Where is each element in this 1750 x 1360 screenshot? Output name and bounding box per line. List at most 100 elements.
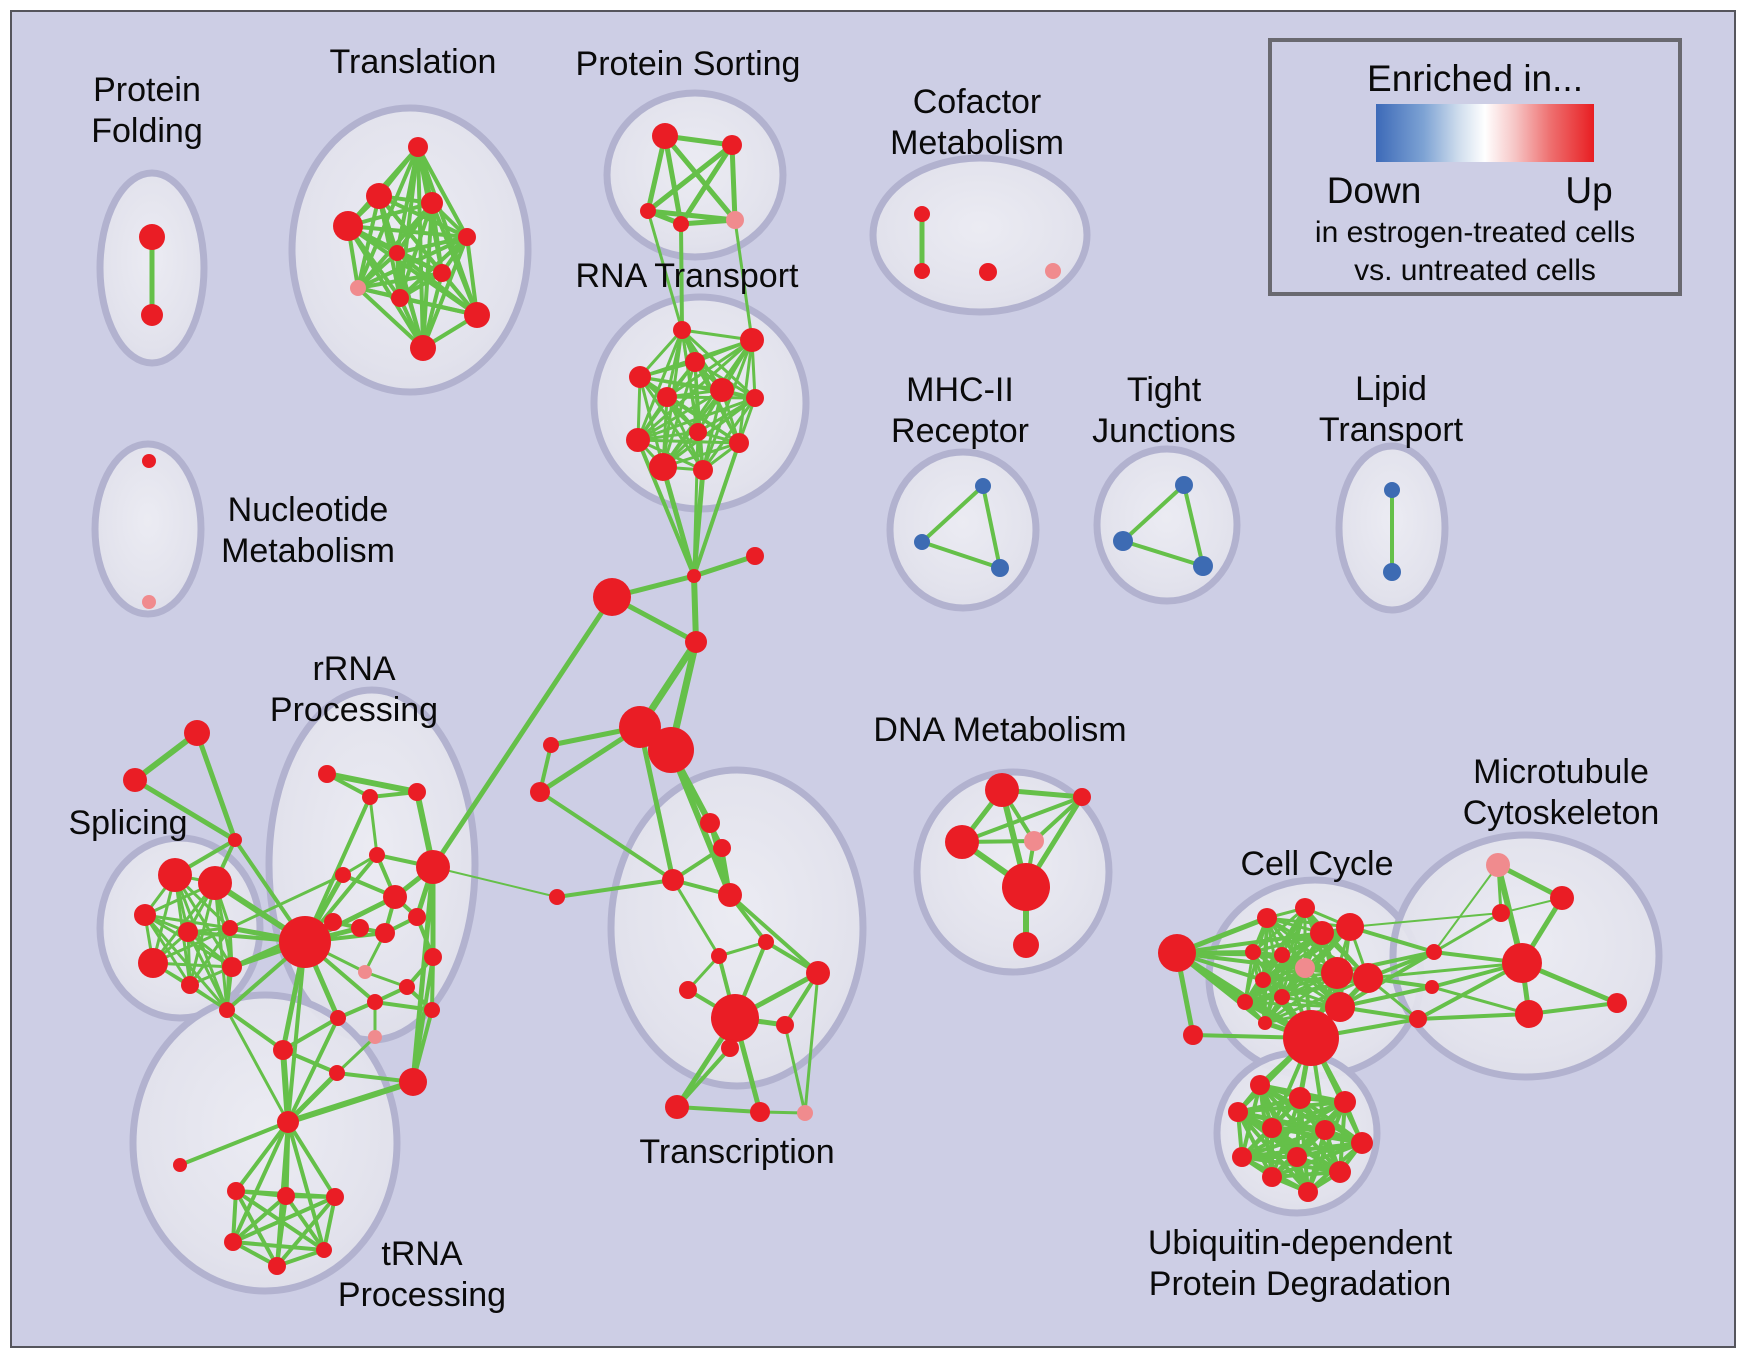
node-rt0 <box>673 321 691 339</box>
node-lb1 <box>530 782 550 802</box>
node-tx13 <box>797 1105 813 1121</box>
edge <box>275 1195 337 1268</box>
node-rt1 <box>740 328 764 352</box>
node-lt1 <box>1383 563 1401 581</box>
node-st1 <box>123 768 147 792</box>
node-tl0 <box>408 137 428 157</box>
node-ub7 <box>1287 1147 1307 1167</box>
node-tx6 <box>806 961 830 985</box>
edge <box>1175 931 1324 955</box>
node-rr6 <box>383 885 407 909</box>
edge <box>346 224 425 350</box>
edge <box>1121 539 1205 568</box>
node-sp5 <box>138 948 168 978</box>
cluster-label-lipid-transport: Lipid Transport <box>1319 370 1464 449</box>
edge <box>346 224 469 239</box>
node-mt5 <box>1607 993 1627 1013</box>
edge <box>1416 1012 1531 1021</box>
node-rt5 <box>710 378 734 402</box>
node-dm1 <box>1073 788 1091 806</box>
node-rt7 <box>689 423 707 441</box>
node-rr0 <box>318 765 336 783</box>
node-tr2 <box>326 1188 344 1206</box>
edge <box>322 1195 337 1252</box>
node-ub9 <box>1262 1167 1282 1187</box>
edge <box>678 142 735 227</box>
node-ub2 <box>1228 1102 1248 1122</box>
node-ps2 <box>640 203 656 219</box>
edge <box>410 864 436 1085</box>
node-rr14 <box>399 979 415 995</box>
edge <box>555 878 675 899</box>
edge <box>356 286 425 350</box>
node-sp7 <box>222 957 242 977</box>
node-ps3 <box>673 216 689 232</box>
edge <box>368 795 379 857</box>
node-sp3 <box>178 922 198 942</box>
cluster-label-microtubule-cytoskeleton: Microtubule Cytoskeleton <box>1463 753 1660 832</box>
edge <box>132 777 238 843</box>
edge <box>234 1120 290 1193</box>
edge <box>324 771 420 795</box>
node-sp0 <box>158 858 192 892</box>
node-sp4 <box>222 920 238 936</box>
edge <box>645 208 738 223</box>
edge <box>356 251 399 290</box>
node-tx1 <box>713 839 731 857</box>
edge <box>671 878 721 958</box>
edge <box>395 251 479 317</box>
cluster-label-protein-folding: Protein Folding <box>91 71 203 150</box>
node-mt2 <box>1492 904 1510 922</box>
cluster-labels: Protein Folding Translation Protein Sorting… <box>68 43 1659 1314</box>
edge <box>286 1120 326 1252</box>
edge <box>285 1070 340 1125</box>
node-pf1 <box>141 304 163 326</box>
node-rr21 <box>329 1065 345 1081</box>
edge <box>398 296 479 317</box>
node-cc4 <box>1245 944 1261 960</box>
edge <box>717 940 768 958</box>
node-mh2 <box>991 559 1009 577</box>
cluster-ellipse-cofactor-metabolism <box>869 154 1091 316</box>
edge <box>284 1194 326 1252</box>
node-tx2 <box>662 869 684 891</box>
node-nm0 <box>142 454 156 468</box>
node-mt4 <box>1515 1000 1543 1028</box>
edge <box>194 730 238 843</box>
edge <box>225 1008 285 1052</box>
edge <box>636 438 741 445</box>
edge <box>225 1008 290 1124</box>
legend-box: Enriched in... Down Up in estrogen-treat… <box>1268 38 1682 296</box>
edge <box>691 573 699 645</box>
node-tx12 <box>750 1102 770 1122</box>
node-rr8 <box>351 919 369 937</box>
node-ub6 <box>1232 1147 1252 1167</box>
node-rr19 <box>273 1040 293 1060</box>
edge <box>356 271 444 290</box>
node-mt3 <box>1502 943 1542 983</box>
node-sp1 <box>198 866 232 900</box>
node-rr15 <box>367 994 383 1010</box>
node-cc1 <box>1295 898 1315 918</box>
cluster-label-splicing: Splicing <box>68 804 187 842</box>
node-st0 <box>184 720 210 746</box>
node-tx5 <box>711 948 727 964</box>
node-cf0 <box>914 206 930 222</box>
node-tl8 <box>391 289 409 307</box>
node-tx10 <box>721 1039 739 1057</box>
edge <box>1263 976 1370 1025</box>
cluster-label-ubiquitin-degradation: Ubiquitin-dependent Protein Degradation <box>1148 1224 1453 1303</box>
node-rt10 <box>649 453 677 481</box>
edge <box>286 1016 340 1124</box>
edge <box>701 396 757 472</box>
node-cc11 <box>1274 989 1290 1005</box>
edge <box>231 1195 337 1244</box>
node-rt8 <box>626 428 650 452</box>
edge <box>430 201 479 317</box>
node-tl2 <box>421 192 443 214</box>
node-ub8 <box>1351 1132 1373 1154</box>
node-lb2 <box>549 889 565 905</box>
node-tx9 <box>776 1016 794 1034</box>
node-tr4 <box>316 1242 332 1258</box>
